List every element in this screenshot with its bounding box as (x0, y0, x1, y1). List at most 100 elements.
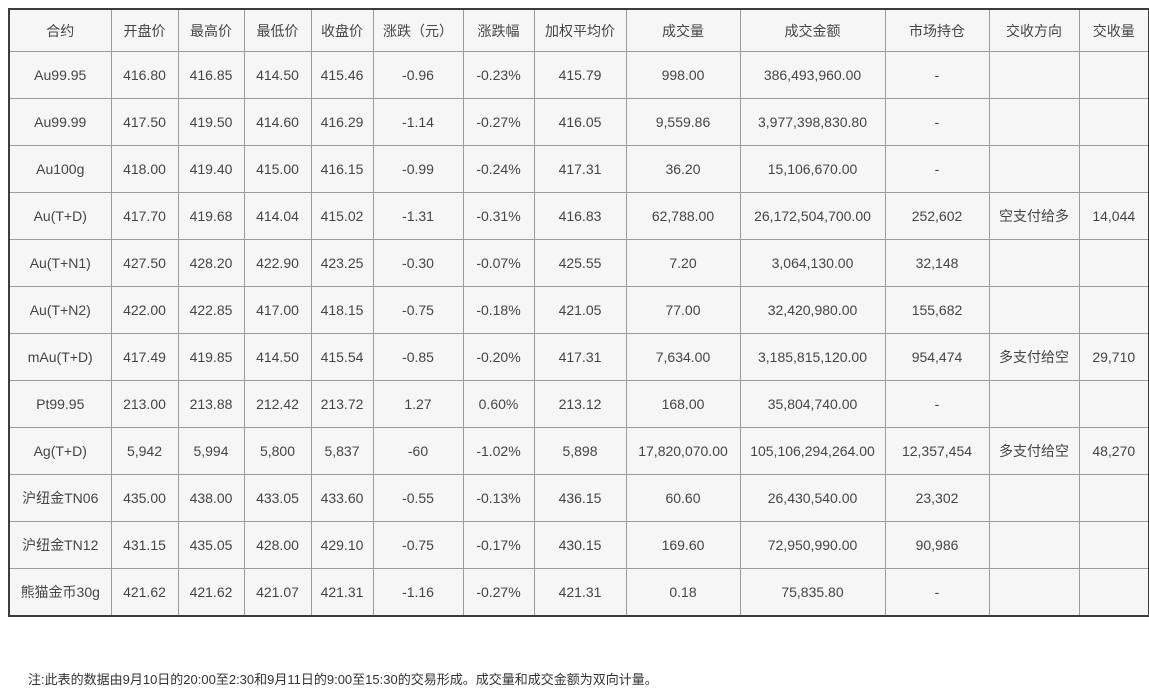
table-cell: 213.88 (177, 380, 245, 428)
table-cell (988, 474, 1080, 522)
table-cell: 0.18 (625, 568, 741, 617)
table-cell: 60.60 (625, 474, 741, 522)
table-cell: 9,559.86 (625, 98, 741, 146)
table-cell: 422.85 (177, 286, 245, 334)
table-cell: 1.27 (372, 380, 464, 428)
table-cell: 416.05 (533, 98, 627, 146)
table-cell: 417.50 (110, 98, 179, 146)
table-cell (988, 568, 1080, 617)
table-row: Pt99.95 213.00 213.88 212.42 213.72 1.27 0.60%… (8, 380, 1149, 428)
table-cell (1078, 521, 1149, 569)
table-cell: 433.60 (310, 474, 374, 522)
table-row: Au100g 418.00 419.40 415.00 416.15 -0.99 -0.24… (8, 145, 1149, 193)
table-cell: 252,602 (884, 192, 990, 240)
table-cell: -0.07% (462, 239, 535, 287)
table-cell: 415.02 (310, 192, 374, 240)
table-cell: 421.62 (110, 568, 179, 617)
table-cell: 213.72 (310, 380, 374, 428)
table-cell: -0.27% (462, 98, 535, 146)
table-cell: -0.85 (372, 333, 464, 381)
contract-cell: Au(T+N2) (8, 286, 112, 334)
table-cell: 29,710 (1078, 333, 1149, 381)
table-cell: 428.00 (243, 521, 312, 569)
table-cell (988, 286, 1080, 334)
table-cell: 26,430,540.00 (739, 474, 886, 522)
table-cell: 415.46 (310, 51, 374, 99)
table-cell: 417.00 (243, 286, 312, 334)
table-cell: -1.02% (462, 427, 535, 475)
table-cell: -0.55 (372, 474, 464, 522)
header-cell: 最低价 (243, 8, 312, 52)
table-cell (1078, 286, 1149, 334)
table-cell: 155,682 (884, 286, 990, 334)
table-cell: 3,977,398,830.80 (739, 98, 886, 146)
table-cell: 416.15 (310, 145, 374, 193)
table-cell: 998.00 (625, 51, 741, 99)
table-row: Au99.95 416.80 416.85 414.50 415.46 -0.96 -0.2… (8, 51, 1149, 99)
table-cell: 75,835.80 (739, 568, 886, 617)
table-cell: 169.60 (625, 521, 741, 569)
table-cell: 423.25 (310, 239, 374, 287)
table-cell: 17,820,070.00 (625, 427, 741, 475)
table-cell: 3,185,815,120.00 (739, 333, 886, 381)
table-cell: 431.15 (110, 521, 179, 569)
table-cell: 435.05 (177, 521, 245, 569)
table-cell: 417.49 (110, 333, 179, 381)
table-cell: - (884, 568, 990, 617)
table-header: 合约 开盘价 最高价 最低价 收盘价 涨跌（元） 涨跌幅 加权平均价 成交量 成交金额 市场持仓 交收… (8, 8, 1149, 52)
table-cell (1078, 568, 1149, 617)
table-cell: 212.42 (243, 380, 312, 428)
table-cell: 436.15 (533, 474, 627, 522)
contract-cell: Au99.95 (8, 51, 112, 99)
table-cell (988, 239, 1080, 287)
table-cell: -1.31 (372, 192, 464, 240)
table-cell: 62,788.00 (625, 192, 741, 240)
table-cell: 416.80 (110, 51, 179, 99)
header-cell: 市场持仓 (884, 8, 990, 52)
table-cell: 419.50 (177, 98, 245, 146)
table-cell: 438.00 (177, 474, 245, 522)
table-cell: -0.99 (372, 145, 464, 193)
header-cell: 最高价 (177, 8, 245, 52)
table-cell: 414.50 (243, 51, 312, 99)
table-cell: 36.20 (625, 145, 741, 193)
table-cell: -0.24% (462, 145, 535, 193)
table-cell: 5,942 (110, 427, 179, 475)
contract-cell: Au99.99 (8, 98, 112, 146)
table-cell: 空支付给多 (988, 192, 1080, 240)
table-cell: 0.60% (462, 380, 535, 428)
table-cell: -0.13% (462, 474, 535, 522)
table-row: Au(T+D) 417.70 419.68 414.04 415.02 -1.31 -0.3… (8, 192, 1149, 240)
table-cell: 72,950,990.00 (739, 521, 886, 569)
table-cell: 419.40 (177, 145, 245, 193)
table-cell: 422.00 (110, 286, 179, 334)
table-cell: 429.10 (310, 521, 374, 569)
table-cell (1078, 145, 1149, 193)
table-cell: 415.79 (533, 51, 627, 99)
table-cell: 35,804,740.00 (739, 380, 886, 428)
table-cell: 421.05 (533, 286, 627, 334)
table-cell: -1.16 (372, 568, 464, 617)
table-cell: 422.90 (243, 239, 312, 287)
table-cell: 26,172,504,700.00 (739, 192, 886, 240)
contract-cell: Pt99.95 (8, 380, 112, 428)
table-row: Au99.99 417.50 419.50 414.60 416.29 -1.14 -0.2… (8, 98, 1149, 146)
table-cell: 77.00 (625, 286, 741, 334)
table-cell: -0.31% (462, 192, 535, 240)
table-cell: 7,634.00 (625, 333, 741, 381)
table-cell: -0.96 (372, 51, 464, 99)
table-cell: - (884, 51, 990, 99)
table-cell: -0.27% (462, 568, 535, 617)
table-cell: 5,837 (310, 427, 374, 475)
header-cell: 交收方向 (988, 8, 1080, 52)
table-cell: 32,148 (884, 239, 990, 287)
table-cell: 多支付给空 (988, 333, 1080, 381)
table-cell: 417.70 (110, 192, 179, 240)
table-cell (1078, 239, 1149, 287)
table-cell: - (884, 145, 990, 193)
table-cell: 168.00 (625, 380, 741, 428)
contract-cell: Ag(T+D) (8, 427, 112, 475)
table-cell: 多支付给空 (988, 427, 1080, 475)
table-cell (1078, 474, 1149, 522)
table-cell: 427.50 (110, 239, 179, 287)
